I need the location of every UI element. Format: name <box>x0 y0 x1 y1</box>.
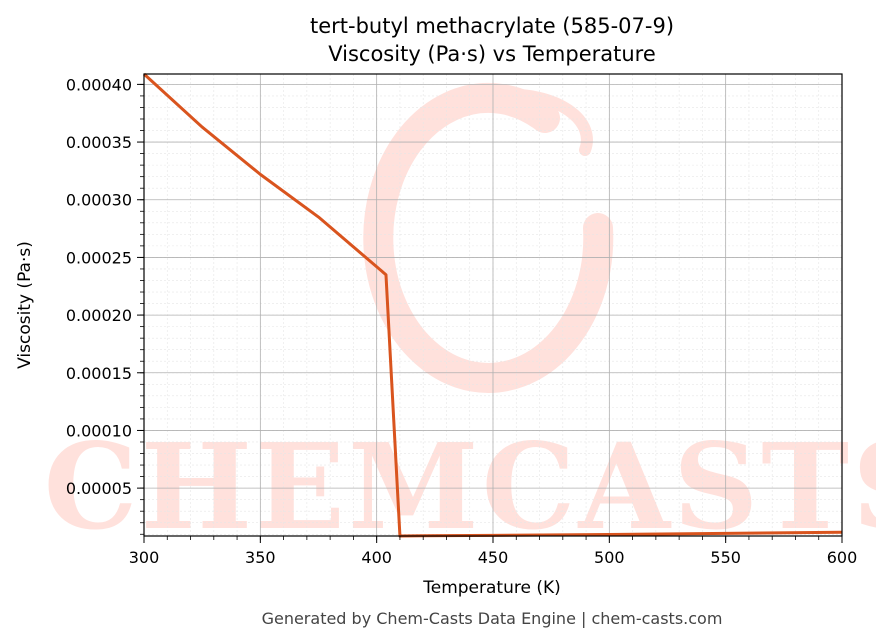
x-axis-label: Temperature (K) <box>422 578 561 598</box>
y-axis-label: Viscosity (Pa·s) <box>15 241 35 369</box>
x-tick-label: 450 <box>478 548 509 567</box>
chart-title: tert-butyl methacrylate (585-07-9) <box>310 14 674 38</box>
y-tick-label: 0.00020 <box>66 306 132 325</box>
x-tick-labels: 300 350 400 450 500 550 600 <box>129 548 858 567</box>
footer-credit: Generated by Chem-Casts Data Engine | ch… <box>262 609 723 628</box>
x-tick-label: 400 <box>361 548 392 567</box>
chart-subtitle: Viscosity (Pa·s) vs Temperature <box>328 42 656 66</box>
y-tick-label: 0.00010 <box>66 421 132 440</box>
x-tick-label: 500 <box>594 548 625 567</box>
y-tick-label: 0.00030 <box>66 191 132 210</box>
y-tick-labels: 0.00005 0.00010 0.00015 0.00020 0.00025 0.000… <box>66 75 132 498</box>
x-tick-label: 350 <box>245 548 276 567</box>
axis-ticks <box>137 83 843 543</box>
y-tick-label: 0.00035 <box>66 133 132 152</box>
y-tick-label: 0.00025 <box>66 248 132 267</box>
x-tick-label: 300 <box>129 548 160 567</box>
watermark-swirl-logo <box>363 82 614 393</box>
x-tick-label: 550 <box>710 548 741 567</box>
chemcasts-watermark: CHEMCASTS <box>44 82 876 556</box>
y-tick-label: 0.00015 <box>66 364 132 383</box>
x-tick-label: 600 <box>827 548 858 567</box>
y-tick-label: 0.00005 <box>66 479 132 498</box>
y-tick-label: 0.00040 <box>66 75 132 94</box>
